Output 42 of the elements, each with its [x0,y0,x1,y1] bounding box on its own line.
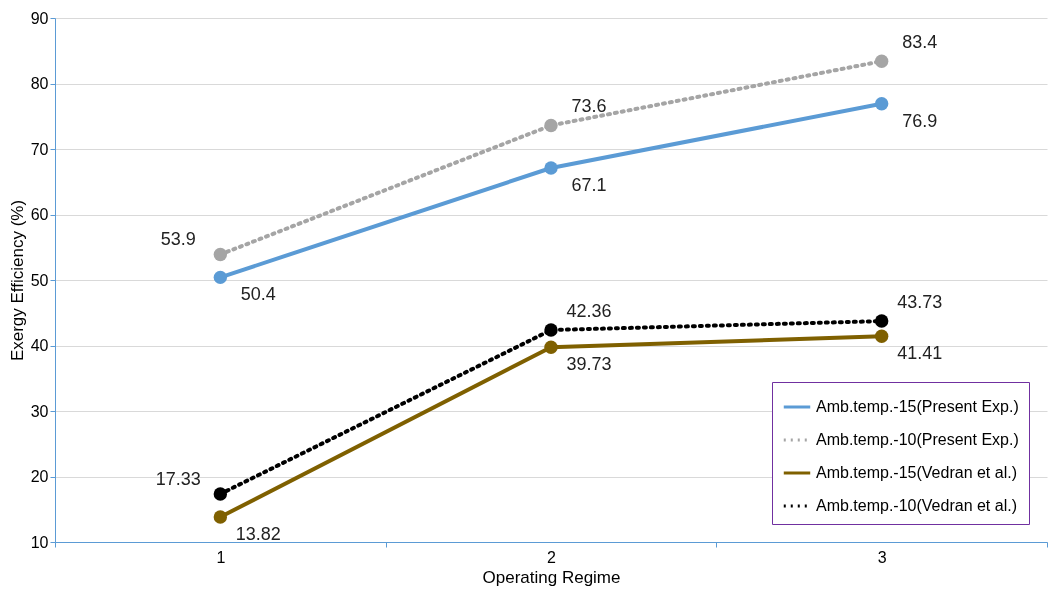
data-label: 17.33 [155,468,201,489]
y-axis-title: Exergy Efficiency (%) [7,199,27,362]
point [544,340,558,354]
data-label: 41.41 [897,343,943,364]
point [213,487,228,501]
legend-label: Amb.temp.-10(Present Exp.) [816,431,1019,448]
point [544,323,558,337]
y-tick-label: 90 [30,9,49,27]
point [874,97,889,111]
point [544,118,558,133]
x-tick-label: 2 [547,548,557,566]
y-tick-label: 30 [30,402,49,420]
legend-label: Amb.temp.-10(Vedran et al.) [816,497,1017,514]
point [874,54,889,68]
data-label: 73.6 [571,96,607,117]
x-tick-label: 1 [216,548,226,566]
y-tick-label: 80 [30,75,49,92]
y-tick-label: 40 [30,337,49,354]
y-tick-label: 20 [30,468,49,485]
y-tick-label: 70 [30,140,49,158]
data-label: 53.9 [160,229,196,250]
y-tick-label: 10 [30,533,49,551]
point [544,161,558,175]
x-tick-label: 3 [877,548,887,566]
point [213,247,228,262]
x-axis-title: Operating Regime [482,567,621,587]
data-label: 39.73 [566,354,612,375]
legend-label: Amb.temp.-15(Present Exp.) [816,398,1019,415]
point [874,314,889,328]
data-label: 43.73 [897,292,943,313]
data-label: 67.1 [571,174,607,195]
y-tick-label: 50 [30,271,49,289]
data-label: 13.82 [235,523,281,544]
point [213,510,228,524]
data-label: 42.36 [566,301,612,322]
point [874,329,889,343]
point [213,270,228,285]
y-tick-label: 60 [30,206,49,223]
data-label: 83.4 [902,32,938,53]
legend-label: Amb.temp.-15(Vedran et al.) [816,464,1017,481]
data-label: 76.9 [902,110,938,131]
data-label: 50.4 [240,284,276,305]
